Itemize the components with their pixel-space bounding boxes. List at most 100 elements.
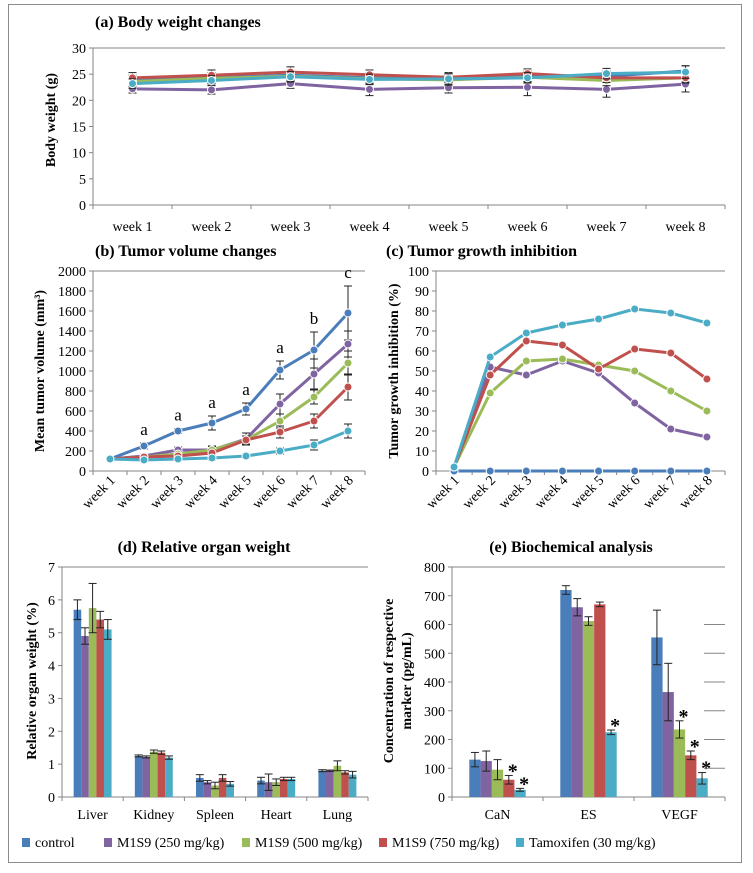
y-tick-label: 3: [48, 692, 55, 707]
bar-M1S9_500: [491, 769, 504, 797]
y-tick-label: 5: [48, 627, 55, 642]
bar-M1S9_250: [326, 770, 334, 797]
panel-d-title: (d) Relative organ weight: [118, 539, 292, 556]
data-point-M1S9_750: [275, 427, 285, 437]
data-point-M1S9_500: [521, 356, 531, 366]
data-point-control: [702, 466, 712, 476]
bar-M1S9_250: [81, 636, 89, 797]
data-point-M1S9_500: [630, 366, 640, 376]
data-point-tamoxifen: [173, 454, 183, 464]
series-line-M1S9_750: [132, 70, 686, 80]
y-tick-label: 20: [72, 94, 86, 109]
data-point-M1S9_250: [666, 424, 676, 434]
legend: control M1S9 (250 mg/kg) M1S9 (500 mg/kg) M…: [22, 836, 656, 851]
data-point-tamoxifen: [602, 69, 611, 79]
data-point-tamoxifen: [702, 318, 712, 328]
data-point-tamoxifen: [207, 453, 217, 463]
data-point-tamoxifen: [630, 304, 640, 314]
data-point-tamoxifen: [128, 79, 137, 89]
data-point-tamoxifen: [523, 73, 532, 83]
data-point-tamoxifen: [139, 455, 149, 465]
y-tick-label: 100: [424, 762, 445, 777]
legend-swatch-M1S9_250: [104, 838, 112, 847]
significance-letter: a: [140, 420, 148, 439]
bar-control: [469, 759, 481, 797]
panel-a-ylabel: Body weight (g): [44, 73, 59, 167]
bar-M1S9_500: [211, 785, 219, 797]
bar-tamoxifen: [514, 789, 526, 797]
y-tick-label: 30: [415, 405, 429, 420]
bar-tamoxifen: [165, 757, 173, 797]
y-tick-label: 600: [424, 619, 445, 634]
bar-M1S9_750: [218, 777, 227, 797]
bar-M1S9_250: [142, 756, 151, 797]
significance-star: *: [508, 760, 518, 782]
data-point-M1S9_250: [365, 84, 374, 94]
legend-swatch-M1S9_500: [242, 838, 250, 847]
bar-tamoxifen: [696, 778, 708, 797]
x-tick-label: Heart: [261, 808, 292, 823]
data-point-control: [630, 466, 640, 476]
y-tick-label: 1400: [58, 325, 86, 340]
x-tick-label: week 3: [270, 220, 310, 235]
data-point-M1S9_500: [343, 358, 353, 368]
bar-M1S9_750: [157, 752, 166, 797]
y-tick-label: 1: [48, 758, 55, 773]
y-tick-label: 0: [79, 465, 86, 480]
series-line-tamoxifen: [109, 429, 349, 462]
y-tick-label: 0: [438, 791, 445, 806]
data-point-M1S9_750: [241, 435, 251, 445]
significance-letter: c: [344, 263, 352, 282]
y-tick-label: 15: [72, 121, 86, 136]
data-point-tamoxifen: [557, 320, 567, 330]
data-point-tamoxifen: [207, 75, 216, 85]
data-point-M1S9_500: [485, 388, 495, 398]
y-tick-label: 1600: [58, 305, 86, 320]
data-point-M1S9_500: [275, 416, 285, 426]
data-point-M1S9_750: [557, 340, 567, 350]
data-point-M1S9_750: [521, 336, 531, 346]
y-tick-label: 200: [65, 445, 86, 460]
y-tick-label: 400: [65, 425, 86, 440]
panel-a-title: (a) Body weight changes: [95, 14, 261, 31]
legend-label-M1S9_750: M1S9 (750 mg/kg): [392, 836, 500, 851]
bar-tamoxifen: [103, 629, 112, 797]
panel-c-title: (c) Tumor growth inhibition: [386, 243, 577, 260]
data-point-control: [521, 466, 531, 476]
panel-e-title: (e) Biochemical analysis: [489, 539, 653, 556]
y-tick-label: 90: [415, 285, 429, 300]
data-point-tamoxifen: [444, 74, 453, 84]
data-point-M1S9_250: [207, 85, 216, 95]
legend-swatch-M1S9_750: [379, 838, 387, 847]
y-tick-label: 50: [415, 365, 429, 380]
data-point-control: [485, 466, 495, 476]
data-point-M1S9_250: [521, 370, 531, 380]
legend-label-M1S9_250: M1S9 (250 mg/kg): [117, 836, 225, 851]
bar-M1S9_750: [503, 779, 515, 797]
data-point-tamoxifen: [681, 67, 690, 77]
legend-swatch-control: [22, 838, 30, 847]
bar-control: [134, 755, 143, 797]
y-tick-label: 700: [424, 590, 445, 605]
data-point-control: [139, 441, 149, 451]
series-line-M1S9_750: [452, 339, 708, 468]
data-point-M1S9_750: [594, 364, 604, 374]
bar-control: [651, 637, 663, 797]
data-point-tamoxifen: [485, 352, 495, 362]
data-point-M1S9_250: [702, 432, 712, 442]
figure-frame: [8, 4, 742, 863]
data-point-M1S9_500: [702, 406, 712, 416]
bar-M1S9_750: [685, 755, 697, 797]
significance-star: *: [679, 706, 689, 728]
data-point-control: [241, 404, 251, 414]
significance-letter: a: [208, 393, 216, 412]
data-point-M1S9_500: [309, 392, 319, 402]
data-point-control: [275, 365, 285, 375]
y-tick-label: 4: [48, 660, 55, 675]
series-line-M1S9_250: [132, 82, 686, 92]
x-tick-label: Spleen: [196, 808, 234, 823]
data-point-tamoxifen: [275, 446, 285, 456]
series-line-tamoxifen: [452, 307, 708, 468]
y-tick-label: 600: [65, 405, 86, 420]
legend-label-control: control: [35, 836, 75, 851]
